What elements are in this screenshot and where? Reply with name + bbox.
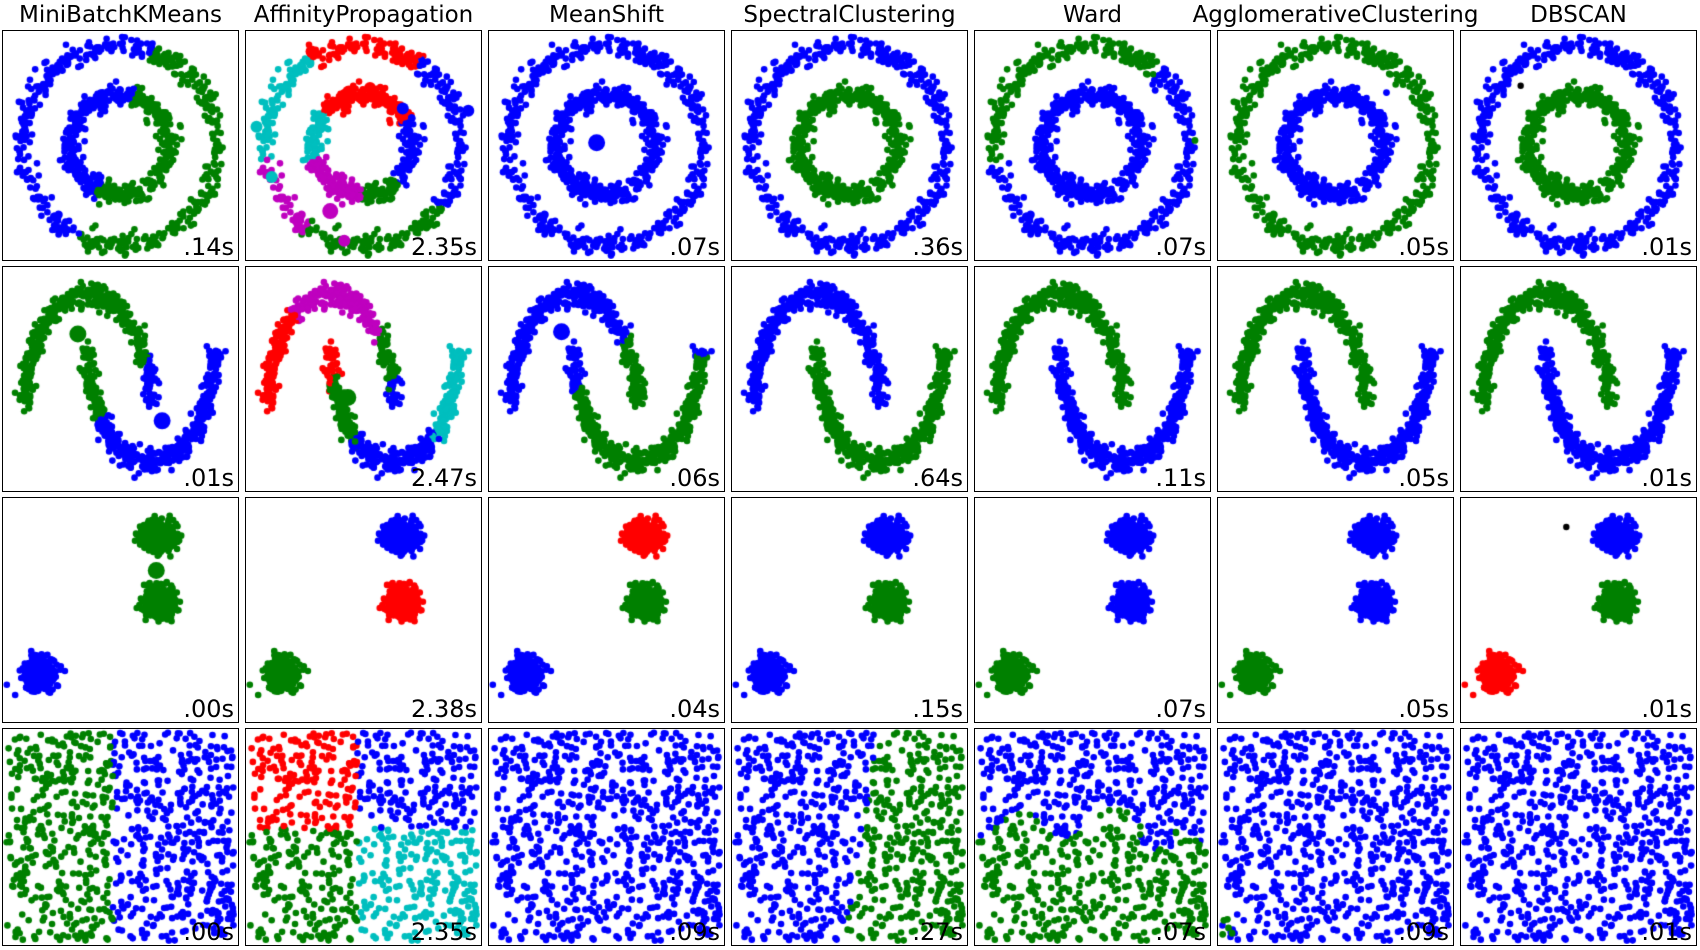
panel-noisy_moons-agglomerativeclustering: .05s (1217, 266, 1454, 492)
panel-blobs-ward: .07s (974, 497, 1211, 723)
scatter-canvas (975, 267, 1209, 490)
timing-label: .01s (183, 464, 234, 492)
timing-label: .01s (1641, 233, 1692, 261)
algorithm-title-minibatchkmeans: MiniBatchKMeans (18, 2, 223, 28)
timing-label: .07s (669, 233, 720, 261)
panel-no_structure-ward: .07s (974, 728, 1211, 946)
panel-noisy_moons-minibatchkmeans: .01s (2, 266, 239, 492)
timing-label: .15s (912, 695, 963, 723)
scatter-canvas (489, 31, 723, 259)
scatter-canvas (1461, 31, 1695, 259)
scatter-canvas (732, 729, 966, 944)
timing-label: .14s (183, 233, 234, 261)
timing-label: 2.47s (411, 464, 477, 492)
timing-label: .07s (1155, 918, 1206, 946)
algorithm-title-spectralclustering: SpectralClustering (743, 2, 956, 28)
panel-noisy_circles-meanshift: .07s (488, 30, 725, 261)
timing-label: .00s (183, 918, 234, 946)
timing-label: .07s (1155, 695, 1206, 723)
panel-noisy_moons-ward: .11s (974, 266, 1211, 492)
timing-label: .01s (1641, 695, 1692, 723)
timing-label: 2.35s (411, 233, 477, 261)
timing-label: .05s (1398, 464, 1449, 492)
scatter-canvas (1218, 31, 1452, 259)
algorithm-title-agglomerativeclustering: AgglomerativeClustering (1192, 2, 1479, 28)
scatter-canvas (246, 31, 480, 259)
panel-no_structure-minibatchkmeans: .00s (2, 728, 239, 946)
scatter-canvas (246, 498, 480, 721)
scatter-canvas (489, 498, 723, 721)
scatter-canvas (489, 729, 723, 944)
timing-label: .04s (669, 695, 720, 723)
panel-noisy_moons-spectralclustering: .64s (731, 266, 968, 492)
scatter-canvas (1461, 267, 1695, 490)
scatter-canvas (1461, 729, 1695, 944)
algorithm-title-ward: Ward (1062, 2, 1123, 28)
timing-label: .27s (912, 918, 963, 946)
timing-label: 2.35s (411, 918, 477, 946)
scatter-canvas (3, 31, 237, 259)
scatter-canvas (975, 729, 1209, 944)
scatter-canvas (489, 267, 723, 490)
scatter-canvas (1218, 729, 1452, 944)
panel-no_structure-meanshift: .09s (488, 728, 725, 946)
panel-no_structure-dbscan: .01s (1460, 728, 1697, 946)
timing-label: 2.38s (411, 695, 477, 723)
panel-noisy_moons-meanshift: .06s (488, 266, 725, 492)
algorithm-title-dbscan: DBSCAN (1530, 2, 1627, 28)
panel-no_structure-agglomerativeclustering: .09s (1217, 728, 1454, 946)
timing-label: .11s (1155, 464, 1206, 492)
panel-blobs-minibatchkmeans: .00s (2, 497, 239, 723)
panel-noisy_circles-dbscan: .01s (1460, 30, 1697, 261)
timing-label: .06s (669, 464, 720, 492)
scatter-canvas (246, 729, 480, 944)
scatter-canvas (3, 267, 237, 490)
panel-blobs-meanshift: .04s (488, 497, 725, 723)
scatter-canvas (1218, 498, 1452, 721)
panel-noisy_moons-affinitypropagation: 2.47s (245, 266, 482, 492)
panel-noisy_circles-affinitypropagation: 2.35s (245, 30, 482, 261)
timing-label: .00s (183, 695, 234, 723)
panel-noisy_moons-dbscan: .01s (1460, 266, 1697, 492)
panel-blobs-spectralclustering: .15s (731, 497, 968, 723)
scatter-canvas (732, 498, 966, 721)
scatter-canvas (3, 498, 237, 721)
panel-blobs-affinitypropagation: 2.38s (245, 497, 482, 723)
timing-label: .01s (1641, 918, 1692, 946)
scatter-canvas (732, 31, 966, 259)
scatter-canvas (1218, 267, 1452, 490)
panel-no_structure-affinitypropagation: 2.35s (245, 728, 482, 946)
algorithm-title-meanshift: MeanShift (549, 2, 664, 28)
algorithm-title-row: MiniBatchKMeans AffinityPropagation MeanSh… (0, 0, 1700, 30)
scatter-canvas (1461, 498, 1695, 721)
scatter-canvas (975, 498, 1209, 721)
algorithm-title-affinitypropagation: AffinityPropagation (253, 2, 474, 28)
timing-label: .64s (912, 464, 963, 492)
panel-blobs-dbscan: .01s (1460, 497, 1697, 723)
timing-label: .07s (1155, 233, 1206, 261)
panel-noisy_circles-ward: .07s (974, 30, 1211, 261)
timing-label: .05s (1398, 695, 1449, 723)
timing-label: .09s (1398, 918, 1449, 946)
timing-label: .05s (1398, 233, 1449, 261)
panel-no_structure-spectralclustering: .27s (731, 728, 968, 946)
scatter-canvas (3, 729, 237, 944)
panel-grid: .14s 2.35s .07s .36s .07s .05s .01s .01s 2.47s .0… (0, 30, 1700, 946)
panel-noisy_circles-minibatchkmeans: .14s (2, 30, 239, 261)
timing-label: .36s (912, 233, 963, 261)
panel-blobs-agglomerativeclustering: .05s (1217, 497, 1454, 723)
scatter-canvas (246, 267, 480, 490)
panel-noisy_circles-spectralclustering: .36s (731, 30, 968, 261)
scatter-canvas (975, 31, 1209, 259)
timing-label: .09s (669, 918, 720, 946)
scatter-canvas (732, 267, 966, 490)
timing-label: .01s (1641, 464, 1692, 492)
panel-noisy_circles-agglomerativeclustering: .05s (1217, 30, 1454, 261)
